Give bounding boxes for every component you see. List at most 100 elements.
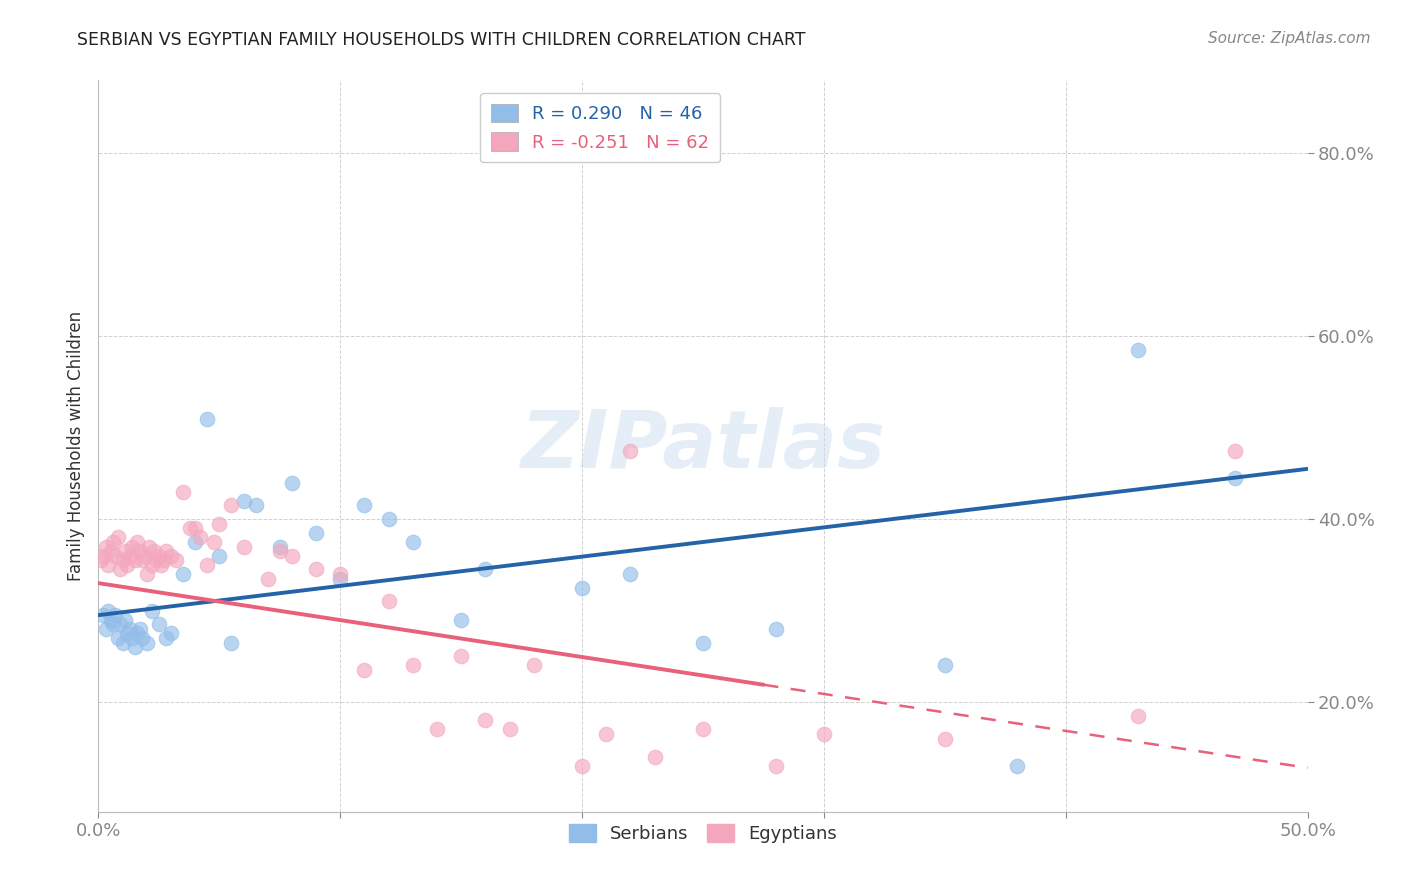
- Text: ZIPatlas: ZIPatlas: [520, 407, 886, 485]
- Point: [117, 626, 139, 640]
- Point: [765, 759, 787, 773]
- Point: [377, 512, 399, 526]
- Point: [127, 535, 149, 549]
- Point: [111, 553, 134, 567]
- Point: [1223, 471, 1246, 485]
- Point: [138, 540, 160, 554]
- Point: [281, 549, 304, 563]
- Point: [131, 631, 153, 645]
- Point: [124, 640, 146, 655]
- Point: [165, 553, 187, 567]
- Point: [104, 608, 127, 623]
- Point: [523, 658, 546, 673]
- Point: [97, 558, 120, 572]
- Point: [353, 499, 375, 513]
- Point: [619, 443, 641, 458]
- Point: [221, 499, 243, 513]
- Point: [644, 749, 666, 764]
- Point: [101, 617, 124, 632]
- Point: [108, 617, 131, 632]
- Point: [114, 544, 136, 558]
- Point: [100, 544, 122, 558]
- Point: [118, 549, 141, 563]
- Legend: Serbians, Egyptians: Serbians, Egyptians: [561, 816, 845, 850]
- Point: [100, 613, 122, 627]
- Point: [765, 622, 787, 636]
- Point: [145, 553, 167, 567]
- Point: [160, 626, 183, 640]
- Point: [148, 617, 170, 632]
- Point: [107, 530, 129, 544]
- Point: [91, 549, 114, 563]
- Point: [329, 567, 352, 582]
- Point: [184, 535, 207, 549]
- Point: [117, 558, 139, 572]
- Point: [377, 594, 399, 608]
- Point: [155, 631, 177, 645]
- Point: [134, 549, 156, 563]
- Point: [91, 608, 114, 623]
- Point: [155, 544, 177, 558]
- Point: [232, 540, 254, 554]
- Point: [179, 521, 201, 535]
- Point: [121, 631, 143, 645]
- Point: [1128, 708, 1150, 723]
- Point: [188, 530, 211, 544]
- Point: [148, 549, 170, 563]
- Point: [221, 635, 243, 649]
- Point: [127, 626, 149, 640]
- Point: [141, 558, 163, 572]
- Point: [232, 494, 254, 508]
- Point: [498, 723, 520, 737]
- Point: [128, 622, 150, 636]
- Point: [94, 622, 117, 636]
- Point: [143, 544, 166, 558]
- Text: SERBIAN VS EGYPTIAN FAMILY HOUSEHOLDS WITH CHILDREN CORRELATION CHART: SERBIAN VS EGYPTIAN FAMILY HOUSEHOLDS WI…: [77, 31, 806, 49]
- Point: [1223, 443, 1246, 458]
- Point: [571, 581, 593, 595]
- Point: [108, 562, 131, 576]
- Point: [256, 572, 278, 586]
- Point: [131, 553, 153, 567]
- Point: [426, 723, 449, 737]
- Point: [150, 558, 173, 572]
- Text: Source: ZipAtlas.com: Source: ZipAtlas.com: [1208, 31, 1371, 46]
- Point: [208, 516, 231, 531]
- Point: [121, 540, 143, 554]
- Point: [128, 544, 150, 558]
- Point: [692, 723, 714, 737]
- Point: [208, 549, 231, 563]
- Point: [692, 635, 714, 649]
- Point: [124, 553, 146, 567]
- Point: [184, 521, 207, 535]
- Point: [619, 567, 641, 582]
- Point: [111, 635, 134, 649]
- Point: [305, 562, 328, 576]
- Point: [269, 540, 291, 554]
- Point: [934, 658, 956, 673]
- Point: [450, 613, 472, 627]
- Point: [305, 525, 328, 540]
- Y-axis label: Family Households with Children: Family Households with Children: [66, 311, 84, 581]
- Point: [104, 549, 127, 563]
- Point: [107, 631, 129, 645]
- Point: [172, 484, 194, 499]
- Point: [101, 535, 124, 549]
- Point: [353, 663, 375, 677]
- Point: [595, 727, 617, 741]
- Point: [90, 553, 112, 567]
- Point: [195, 558, 218, 572]
- Point: [813, 727, 835, 741]
- Point: [474, 562, 496, 576]
- Point: [245, 499, 267, 513]
- Point: [195, 411, 218, 425]
- Point: [114, 613, 136, 627]
- Point: [402, 658, 425, 673]
- Point: [450, 649, 472, 664]
- Point: [269, 544, 291, 558]
- Point: [172, 567, 194, 582]
- Point: [160, 549, 183, 563]
- Point: [281, 475, 304, 490]
- Point: [402, 535, 425, 549]
- Point: [141, 603, 163, 617]
